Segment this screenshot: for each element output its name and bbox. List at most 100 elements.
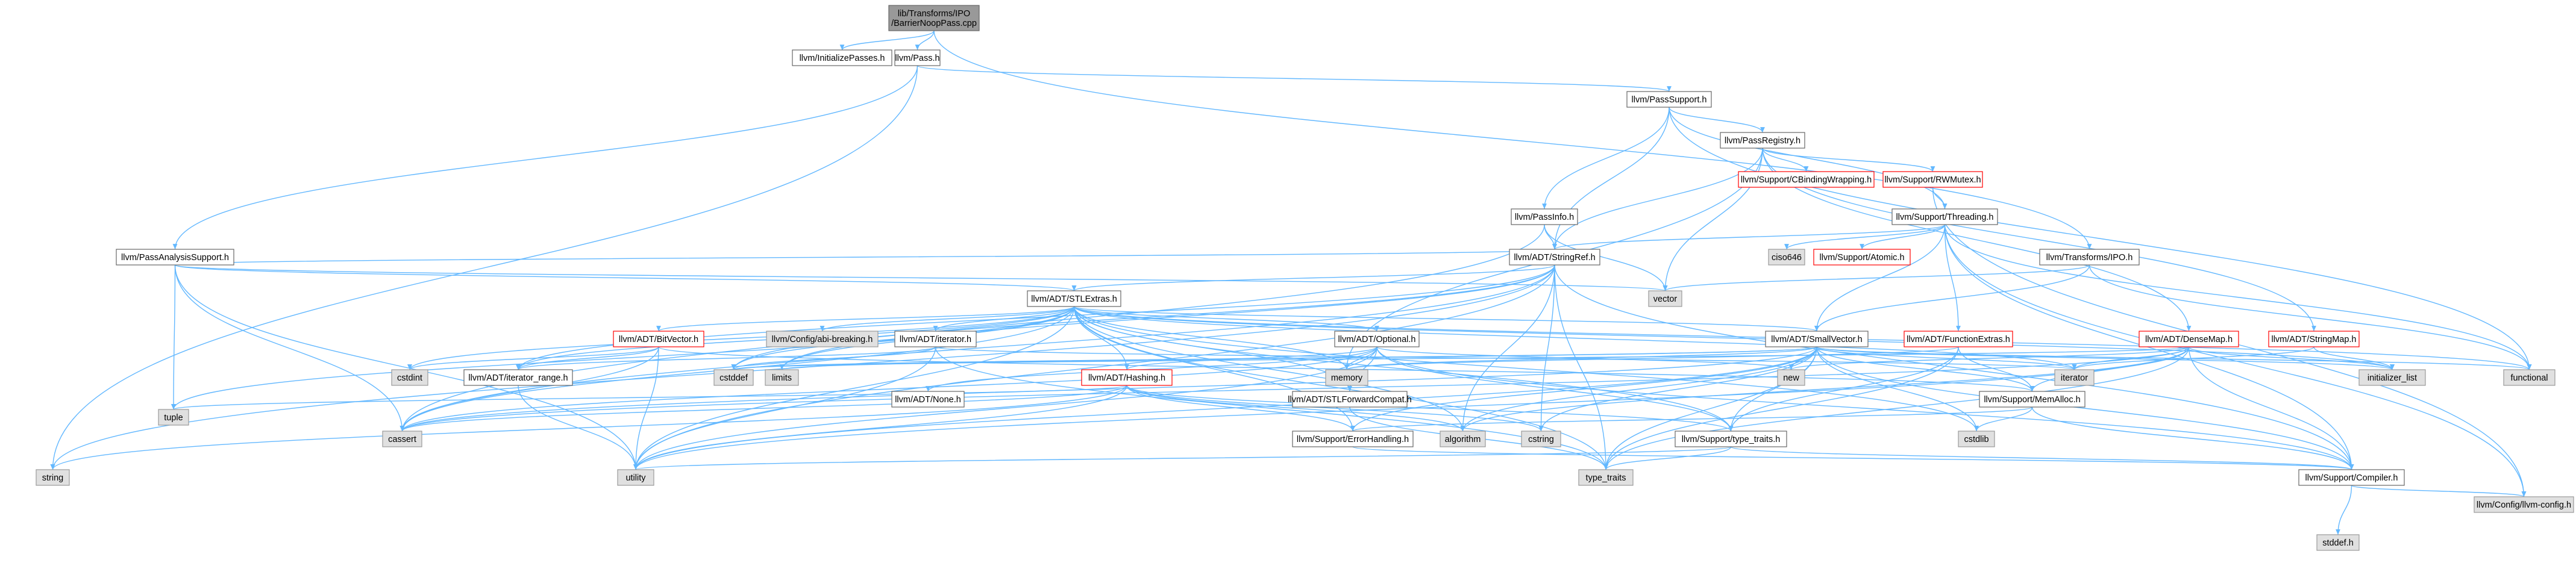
node-box [1891,208,1998,225]
node-passregistry[interactable]: llvm/PassRegistry.h [1720,132,1805,149]
node-stlforward[interactable]: llvm/ADT/STLForwardCompat.h [1288,391,1412,408]
node-cstdint: cstdint [391,369,428,386]
edge-passsupport-to-stringref [1552,107,1670,250]
node-bitvector[interactable]: llvm/ADT/BitVector.h [613,331,704,347]
node-label: string [42,473,63,483]
node-label: llvm/Support/ErrorHandling.h [1297,435,1409,444]
node-transformsipo[interactable]: llvm/Transforms/IPO.h [2039,249,2140,266]
node-box [2054,369,2095,386]
node-box [2503,369,2556,386]
node-functionextras[interactable]: llvm/ADT/FunctionExtras.h [1904,331,2013,347]
node-errorhandling[interactable]: llvm/Support/ErrorHandling.h [1292,431,1414,447]
edge-adtiterator-to-cstddef [731,346,936,370]
edge-passregistry-to-rwmutex [1762,148,1935,172]
node-adtiterator[interactable]: llvm/ADT/iterator.h [894,331,977,347]
edge-stlextras-to-smallvector [1073,306,1819,332]
node-hashing[interactable]: llvm/ADT/Hashing.h [1081,369,1173,386]
edge-stringref-to-limits [779,264,1555,370]
node-rwmutex[interactable]: llvm/Support/RWMutex.h [1882,171,1983,188]
node-limits: limits [765,369,799,386]
node-type_traits: type_traits [1578,469,1634,486]
node-typetraitsh[interactable]: llvm/Support/type_traits.h [1675,431,1787,447]
node-box [36,469,70,486]
node-pass[interactable]: llvm/Pass.h [894,49,941,66]
node-label: llvm/Support/Compiler.h [2305,473,2398,483]
dependency-edges [50,30,2532,535]
node-box [613,331,704,347]
node-string: string [36,469,70,486]
node-cbinding[interactable]: llvm/Support/CBindingWrapping.h [1738,171,1875,188]
node-box [1292,431,1414,447]
node-label: llvm/ADT/FunctionExtras.h [1907,335,2010,344]
node-passanalysis[interactable]: llvm/PassAnalysisSupport.h [116,249,234,266]
node-label: llvm/ADT/StringRef.h [1514,253,1595,263]
edge-smallvector-to-memory [1344,346,1817,370]
node-box [1738,171,1875,188]
edge-passanalysis-to-stringref [174,249,1556,266]
edge-stlextras-to-cassert [400,306,1075,432]
node-label: llvm/ADT/SmallVector.h [1771,335,1863,344]
node-label: llvm/ADT/STLExtras.h [1031,294,1117,304]
edge-smallvector-to-compiler [1816,346,2354,470]
edge-threading-to-functionextras [1944,224,1961,332]
node-iteratorrange[interactable]: llvm/ADT/iterator_range.h [463,369,573,386]
node-smallvector[interactable]: llvm/ADT/SmallVector.h [1765,331,1869,347]
node-stringref[interactable]: llvm/ADT/StringRef.h [1509,249,1600,266]
edge-hashing-to-cassert [400,385,1127,432]
node-stlextras[interactable]: llvm/ADT/STLExtras.h [1027,290,1121,307]
node-label: llvm/ADT/STLForwardCompat.h [1288,395,1411,405]
node-label: llvm/ADT/Optional.h [1338,335,1416,344]
node-label: vector [1653,294,1678,304]
edge-densemap-to-iterator [2072,346,2190,370]
edge-smallvector-to-iterator [1816,346,2077,370]
edge-typetraitsh-to-type_traits [1603,446,1732,470]
node-box [1325,369,1368,386]
node-label: llvm/ADT/DenseMap.h [2145,335,2233,344]
node-box [2316,534,2360,551]
node-box [1292,391,1408,408]
node-optional[interactable]: llvm/ADT/Optional.h [1334,331,1420,347]
node-box [2298,469,2405,486]
edge-hashing-to-tuple [171,385,1127,410]
node-label: cstddef [719,373,748,383]
edge-passanalysis-to-vector [174,264,1667,291]
node-compiler[interactable]: llvm/Support/Compiler.h [2298,469,2405,486]
edge-stlextras-to-optional [1073,306,1379,332]
edge-passsupport-to-threading [1669,107,1948,210]
edge-passanalysis-to-stlextras [174,264,1076,291]
node-box [2474,496,2574,513]
edge-passinfo-to-stringref [1544,224,1557,250]
edge-functionextras-to-memalloc [1958,346,2035,392]
node-box [2358,369,2426,386]
node-memalloc[interactable]: llvm/Support/MemAlloc.h [1979,391,2086,408]
node-label: llvm/PassAnalysisSupport.h [121,253,229,263]
node-atomic[interactable]: llvm/Support/Atomic.h [1813,249,1911,266]
node-box [382,431,422,447]
edge-memalloc-to-compiler [2031,406,2354,470]
node-densemap[interactable]: llvm/ADT/DenseMap.h [2139,331,2239,347]
edge-passregistry-to-cbinding [1762,148,1809,172]
node-label: llvm/Support/Atomic.h [1819,253,1904,263]
edge-smallvector-to-type_traits [1603,346,1817,470]
node-initpasses[interactable]: llvm/InitializePasses.h [792,49,892,66]
edge-optional-to-cassert [400,346,1377,432]
node-box [1958,431,1995,447]
edge-bitvector-to-utility [633,346,659,470]
node-box [1027,290,1121,307]
node-box [1882,171,1983,188]
node-label: initializer_list [2368,373,2417,383]
node-stringmap[interactable]: llvm/ADT/StringMap.h [2268,331,2360,347]
edge-stringmap-to-initlist [2313,346,2395,370]
node-passinfo[interactable]: llvm/PassInfo.h [1511,208,1578,225]
node-none[interactable]: llvm/ADT/None.h [891,391,965,408]
edge-memalloc-to-cstdlib [1974,406,2033,432]
node-label: /BarrierNoopPass.cpp [891,19,977,28]
node-label: llvm/InitializePasses.h [800,54,885,63]
node-root[interactable]: lib/Transforms/IPO/BarrierNoopPass.cpp [888,5,980,31]
node-label: cstdint [397,373,422,383]
edge-hashing-to-typetraitsh [1126,385,1734,432]
node-label: functional [2510,373,2548,383]
node-passsupport[interactable]: llvm/PassSupport.h [1626,91,1712,108]
node-threading[interactable]: llvm/Support/Threading.h [1891,208,1998,225]
node-stddef: stddef.h [2316,534,2360,551]
